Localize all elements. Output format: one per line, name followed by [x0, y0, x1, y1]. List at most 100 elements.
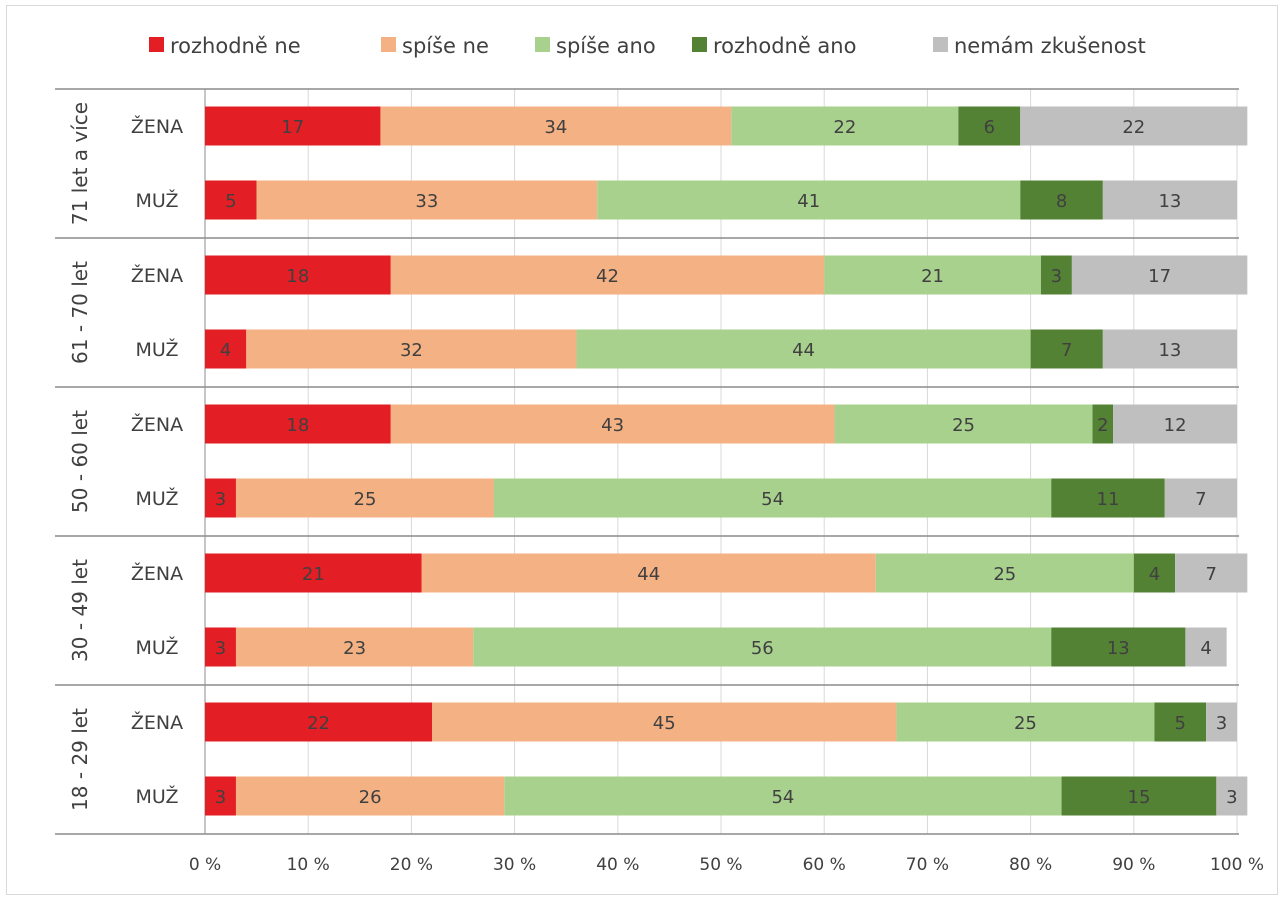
- bar-segment: [235, 478, 494, 518]
- x-tick-label: 90 %: [1112, 855, 1155, 875]
- bar-segment: [1092, 404, 1114, 444]
- bar-segment: [390, 404, 835, 444]
- bar-value-label: 34: [544, 117, 567, 138]
- bar-value-label: 3: [215, 638, 226, 659]
- bar-value-label: 26: [359, 787, 382, 808]
- bar-segment: [205, 702, 433, 742]
- bar-value-label: 18: [286, 266, 309, 287]
- bar-value-label: 25: [354, 489, 377, 510]
- bar-segment: [246, 329, 577, 369]
- bar-value-label: 54: [771, 787, 794, 808]
- bar-value-label: 44: [637, 564, 660, 585]
- bar-value-label: 21: [302, 564, 325, 585]
- bar-value-label: 23: [343, 638, 366, 659]
- bar-segment: [235, 627, 474, 667]
- bar-segment: [1175, 553, 1248, 593]
- row-label: ŽENA: [131, 115, 183, 138]
- bar-segment: [958, 106, 1021, 146]
- bar-segment: [834, 404, 1093, 444]
- bar-segment: [731, 106, 959, 146]
- x-tick-label: 100 %: [1210, 855, 1264, 875]
- bar-segment: [1133, 553, 1176, 593]
- bar-value-label: 17: [281, 117, 304, 138]
- bar-segment: [205, 404, 391, 444]
- bar-segment: [1071, 255, 1248, 295]
- legend-swatch: [933, 37, 948, 52]
- bar-value-label: 12: [1164, 415, 1187, 436]
- bar-segment: [875, 553, 1134, 593]
- bar-value-label: 6: [984, 117, 995, 138]
- bar-segment: [1102, 329, 1237, 369]
- legend-swatch: [381, 37, 396, 52]
- bar-segment: [576, 329, 1031, 369]
- bar-value-label: 13: [1107, 638, 1130, 659]
- bar-segment: [1040, 255, 1072, 295]
- bar-value-label: 13: [1158, 191, 1181, 212]
- bar-value-label: 32: [400, 340, 423, 361]
- x-tick-label: 70 %: [906, 855, 949, 875]
- bar-value-label: 11: [1097, 489, 1120, 510]
- bar-segment: [235, 776, 505, 816]
- group-label: 61 - 70 let: [68, 261, 92, 364]
- bar-value-label: 22: [833, 117, 856, 138]
- x-tick-label: 40 %: [596, 855, 639, 875]
- x-tick-label: 0 %: [189, 855, 221, 875]
- row-label: MUŽ: [136, 636, 179, 659]
- bar-segment: [205, 553, 422, 593]
- x-tick-label: 10 %: [287, 855, 330, 875]
- bar-value-label: 3: [215, 787, 226, 808]
- bar-segment: [1102, 180, 1237, 220]
- bar-segment: [1051, 478, 1165, 518]
- bar-segment: [205, 255, 391, 295]
- bar-segment: [1051, 627, 1186, 667]
- bar-segment: [1185, 627, 1227, 667]
- stacked-bar-chart: rozhodně ne spíše ne spíše ano rozhodně ano…: [55, 34, 1264, 875]
- bar-segment: [205, 106, 381, 146]
- bar-value-label: 21: [921, 266, 944, 287]
- bar-segment: [421, 553, 876, 593]
- bar-value-label: 25: [952, 415, 975, 436]
- bar-value-label: 15: [1128, 787, 1151, 808]
- bar-value-label: 22: [307, 713, 330, 734]
- bar-segment: [1061, 776, 1217, 816]
- bar-segment: [824, 255, 1041, 295]
- bar-segment: [473, 627, 1052, 667]
- row-label: ŽENA: [131, 562, 183, 585]
- legend-swatch: [535, 37, 550, 52]
- bar-segment: [432, 702, 897, 742]
- legend-swatch: [149, 37, 164, 52]
- bar-value-label: 4: [220, 340, 231, 361]
- row-label: MUŽ: [136, 189, 179, 212]
- bar-value-label: 5: [1175, 713, 1186, 734]
- bar-value-label: 43: [601, 415, 624, 436]
- bar-value-label: 44: [792, 340, 815, 361]
- group-label: 18 - 29 let: [68, 708, 92, 811]
- legend-label: spíše ano: [556, 34, 656, 58]
- bar-value-label: 25: [1014, 713, 1037, 734]
- row-label: ŽENA: [131, 264, 183, 287]
- bar-segment: [256, 180, 598, 220]
- group-label: 50 - 60 let: [68, 410, 92, 513]
- bar-value-label: 2: [1097, 415, 1108, 436]
- bar-value-label: 4: [1200, 638, 1211, 659]
- bar-value-label: 3: [1051, 266, 1062, 287]
- bar-value-label: 17: [1148, 266, 1171, 287]
- bar-segment: [205, 627, 236, 667]
- bar-segment: [597, 180, 1021, 220]
- row-label: MUŽ: [136, 338, 179, 361]
- x-tick-label: 80 %: [1009, 855, 1052, 875]
- bar-value-label: 7: [1061, 340, 1072, 361]
- bar-value-label: 45: [653, 713, 676, 734]
- x-tick-label: 60 %: [803, 855, 846, 875]
- bar-value-label: 8: [1056, 191, 1067, 212]
- bar-value-label: 3: [1226, 787, 1237, 808]
- bar-value-label: 56: [751, 638, 774, 659]
- bar-value-label: 4: [1149, 564, 1160, 585]
- bar-value-label: 3: [1216, 713, 1227, 734]
- bar-segment: [504, 776, 1062, 816]
- legend-label: spíše ne: [402, 34, 489, 58]
- bar-value-label: 18: [286, 415, 309, 436]
- bar-segment: [380, 106, 732, 146]
- x-tick-label: 30 %: [493, 855, 536, 875]
- bar-value-label: 41: [797, 191, 820, 212]
